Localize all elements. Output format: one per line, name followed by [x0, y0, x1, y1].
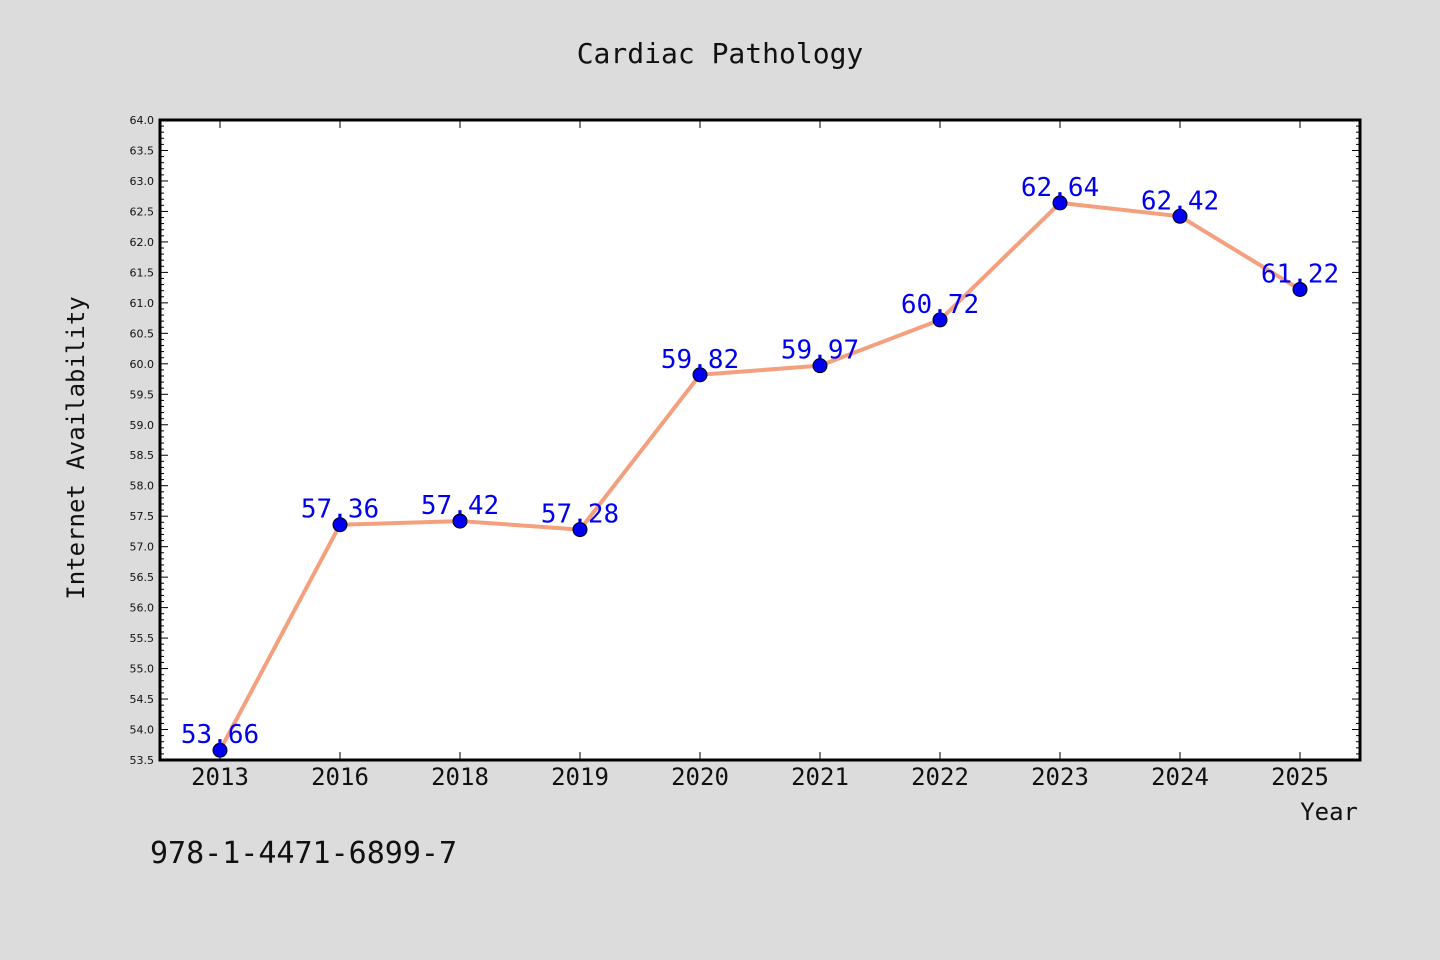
data-label: 61.22 — [1261, 259, 1339, 289]
data-label: 57.36 — [301, 495, 379, 525]
x-tick-label: 2023 — [1031, 763, 1089, 791]
x-axis-label: Year — [1300, 798, 1358, 826]
y-tick-label: 54.5 — [130, 693, 155, 706]
y-tick-label: 57.0 — [130, 541, 155, 554]
x-tick-label: 2013 — [191, 763, 249, 791]
x-axis-ticks: 2013 2016 2018 2019 2020 2021 2022 2023 2024 2025 — [191, 120, 1329, 791]
data-point — [692, 367, 708, 383]
data-label: 57.28 — [541, 500, 619, 530]
y-tick-label: 58.0 — [130, 480, 155, 493]
x-tick-label: 2016 — [311, 763, 369, 791]
data-label: 57.42 — [421, 491, 499, 521]
y-tick-label: 59.0 — [130, 419, 155, 432]
plot-area — [158, 118, 1362, 762]
y-tick-label: 53.5 — [130, 754, 155, 767]
x-tick-label: 2021 — [791, 763, 849, 791]
x-tick-label: 2020 — [671, 763, 729, 791]
series-layer — [212, 195, 1308, 758]
y-tick-label: 64.0 — [130, 114, 155, 127]
y-tick-label: 61.5 — [130, 266, 155, 279]
y-axis-ticks: 53.5 54.0 54.5 55.0 55.5 56.0 56.5 57.0 57.5 58.0… — [130, 114, 1360, 767]
y-tick-label: 60.5 — [130, 327, 155, 340]
data-point — [1052, 195, 1068, 211]
y-tick-label: 61.0 — [130, 297, 155, 310]
y-tick-label: 56.5 — [130, 571, 155, 584]
y-tick-label: 54.0 — [130, 724, 155, 737]
data-point — [452, 513, 468, 529]
y-tick-label: 63.5 — [130, 144, 155, 157]
data-label: 60.72 — [901, 290, 979, 320]
y-tick-label: 59.5 — [130, 388, 155, 401]
series-line — [218, 200, 1302, 752]
data-point — [212, 742, 228, 758]
y-tick-label: 56.0 — [130, 602, 155, 615]
y-tick-label: 55.0 — [130, 663, 155, 676]
y-tick-label: 62.5 — [130, 205, 155, 218]
y-tick-label: 55.5 — [130, 632, 155, 645]
x-tick-label: 2022 — [911, 763, 969, 791]
data-label: 62.64 — [1021, 173, 1099, 203]
chart-title: Cardiac Pathology — [577, 37, 864, 70]
y-axis-label: Internet Availability — [62, 296, 90, 599]
data-point — [1292, 281, 1308, 297]
data-label: 59.97 — [781, 336, 859, 366]
data-label: 59.82 — [661, 345, 739, 375]
y-tick-label: 63.0 — [130, 175, 155, 188]
data-point — [1172, 208, 1188, 224]
x-tick-label: 2025 — [1271, 763, 1329, 791]
data-point — [572, 522, 588, 538]
y-tick-label: 60.0 — [130, 358, 155, 371]
data-point — [932, 312, 948, 328]
y-tick-label: 57.5 — [130, 510, 155, 523]
x-tick-label: 2019 — [551, 763, 609, 791]
data-labels: 53.66 57.36 57.42 57.28 59.82 59.97 60.72 62.64… — [181, 173, 1339, 750]
data-label: 62.42 — [1141, 186, 1219, 216]
data-label: 53.66 — [181, 720, 259, 750]
data-point — [812, 358, 828, 374]
y-tick-label: 58.5 — [130, 449, 155, 462]
x-tick-label: 2018 — [431, 763, 489, 791]
data-point — [332, 517, 348, 533]
y-tick-label: 62.0 — [130, 236, 155, 249]
x-tick-label: 2024 — [1151, 763, 1209, 791]
footer-isbn: 978-1-4471-6899-7 — [150, 836, 457, 871]
